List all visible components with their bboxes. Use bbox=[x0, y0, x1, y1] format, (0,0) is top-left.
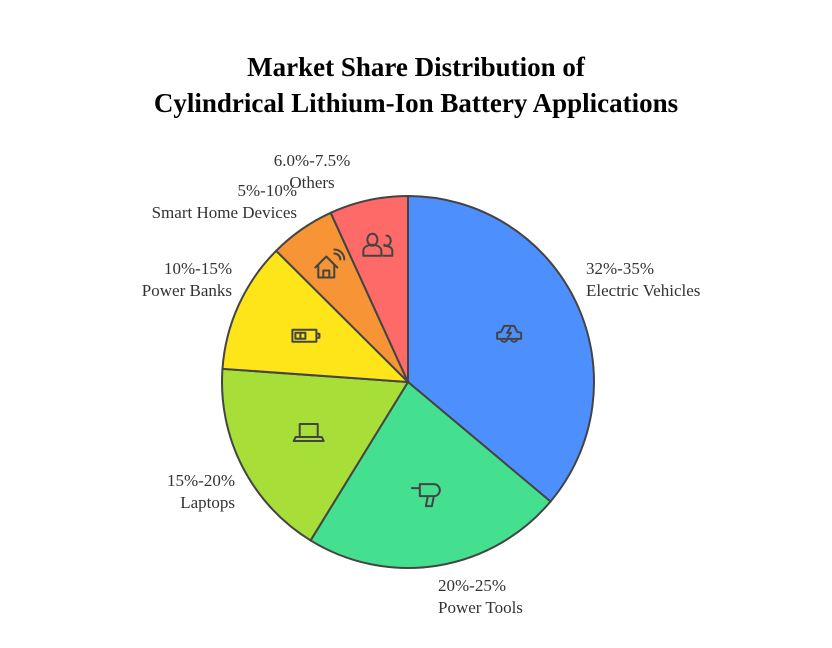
pie-slice-electric-vehicles bbox=[407, 194, 595, 503]
label-name: Electric Vehicles bbox=[586, 281, 701, 300]
pie-slice-power-tools bbox=[309, 380, 552, 569]
people-icon bbox=[362, 232, 394, 257]
label-electric-vehicles: 32%-35% Electric Vehicles bbox=[586, 258, 700, 302]
label-name: Power Tools bbox=[438, 598, 523, 617]
chart-title-line1: Market Share Distribution of bbox=[247, 52, 585, 82]
label-range: 10%-15% bbox=[164, 259, 232, 278]
pie-slice-power-banks bbox=[221, 249, 411, 384]
smart-home-icon bbox=[314, 248, 346, 279]
label-name: Smart Home Devices bbox=[151, 203, 297, 222]
label-range: 5%-10% bbox=[237, 181, 297, 200]
laptop-icon bbox=[292, 422, 325, 442]
label-others: 6.0%-7.5% Others bbox=[262, 150, 362, 194]
car-icon bbox=[496, 324, 523, 343]
label-power-tools: 20%-25% Power Tools bbox=[438, 575, 523, 619]
label-power-banks: 10%-15% Power Banks bbox=[142, 258, 232, 302]
drill-icon bbox=[410, 483, 441, 508]
pie-slice-others bbox=[329, 194, 409, 383]
label-name: Power Banks bbox=[141, 281, 232, 300]
label-range: 6.0%-7.5% bbox=[273, 151, 351, 170]
label-smart-home: 5%-10% Smart Home Devices bbox=[152, 180, 297, 224]
label-range: 32%-35% bbox=[586, 259, 654, 278]
label-name: Laptops bbox=[180, 493, 235, 512]
battery-icon bbox=[291, 328, 321, 343]
pie-slice-laptops bbox=[221, 367, 410, 542]
label-laptops: 15%-20% Laptops bbox=[167, 470, 235, 514]
label-name: Others bbox=[289, 173, 335, 192]
label-range: 15%-20% bbox=[167, 471, 235, 490]
chart-title-line2: Cylindrical Lithium-Ion Battery Applicat… bbox=[153, 88, 679, 118]
label-range: 20%-25% bbox=[438, 576, 506, 595]
